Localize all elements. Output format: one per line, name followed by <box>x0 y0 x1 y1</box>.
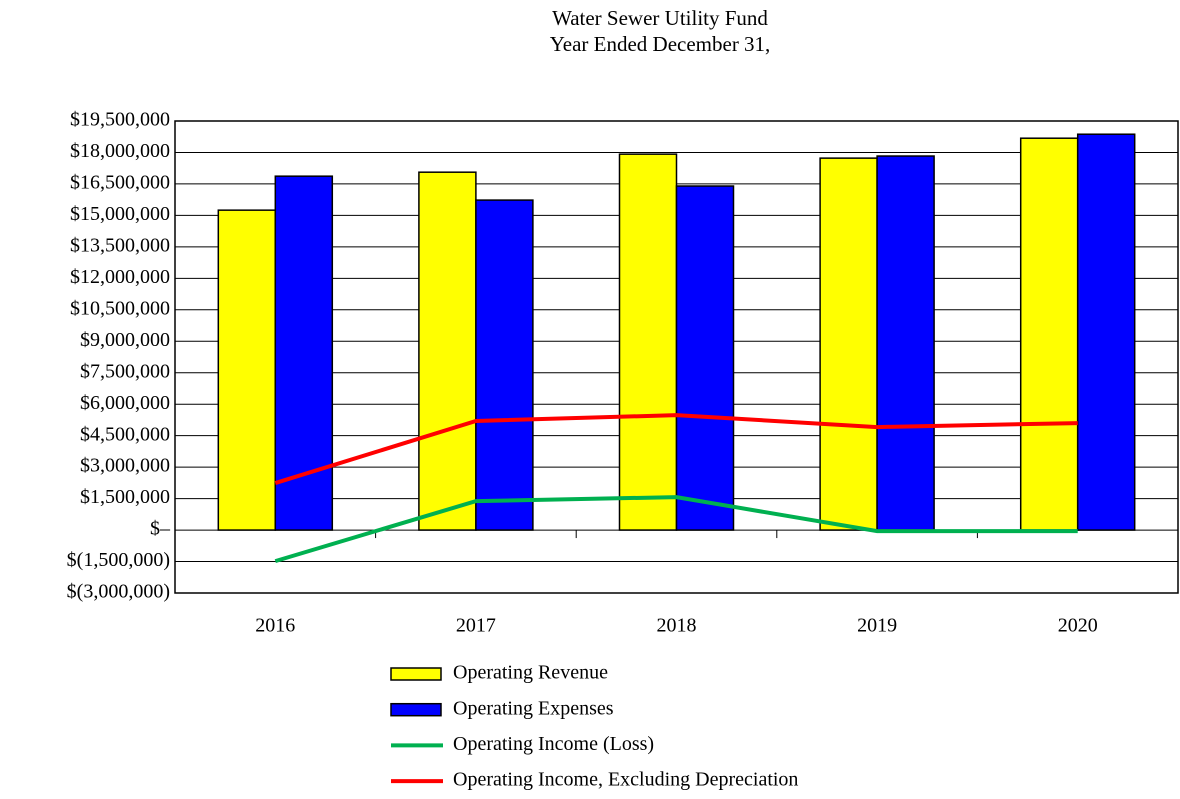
x-tick-label: 2016 <box>255 615 295 637</box>
x-tick-label: 2018 <box>657 615 697 637</box>
line <box>274 413 1078 485</box>
x-tick-label: 2017 <box>456 615 496 637</box>
x-tick-label: 2020 <box>1058 615 1098 637</box>
y-tick-label: $15,000,000 <box>70 203 170 225</box>
bar <box>475 199 534 531</box>
bar <box>1076 133 1136 531</box>
y-tick-label: $16,500,000 <box>70 172 170 194</box>
y-tick-label: $12,000,000 <box>70 266 170 288</box>
y-tick-label: $10,500,000 <box>70 297 170 319</box>
bar <box>876 155 935 531</box>
y-tick-label: $3,000,000 <box>80 455 170 477</box>
y-tick-label: $(3,000,000) <box>67 581 170 603</box>
y-tick-label: $– <box>150 518 171 540</box>
legend-swatch <box>390 702 442 717</box>
plot-border <box>174 120 1179 594</box>
legend-label: Operating Income (Loss) <box>453 733 654 755</box>
legend-label: Operating Expenses <box>453 697 614 719</box>
y-tick-label: $19,500,000 <box>70 109 170 131</box>
x-tick-label: 2019 <box>857 615 897 637</box>
chart-subtitle: Year Ended December 31, <box>550 32 771 56</box>
bar <box>819 157 878 531</box>
legend-swatch <box>390 667 442 681</box>
y-tick-label: $7,500,000 <box>80 360 170 382</box>
bar <box>217 209 277 531</box>
y-tick-label: $1,500,000 <box>80 486 170 508</box>
bar <box>1019 137 1079 531</box>
y-tick-label: $9,000,000 <box>80 329 170 351</box>
chart-title: Water Sewer Utility Fund <box>552 6 768 30</box>
legend-label: Operating Income, Excluding Depreciation <box>453 769 798 791</box>
legend-label: Operating Revenue <box>453 662 608 684</box>
y-tick-label: $13,500,000 <box>70 234 170 256</box>
line <box>274 495 1078 564</box>
bar <box>418 171 477 531</box>
bar <box>618 153 678 531</box>
y-tick-label: $18,000,000 <box>70 140 170 162</box>
bar <box>675 185 735 531</box>
y-tick-label: $6,000,000 <box>80 392 170 414</box>
y-tick-label: $(1,500,000) <box>67 549 170 571</box>
y-tick-label: $4,500,000 <box>80 423 170 445</box>
bar <box>274 175 334 531</box>
